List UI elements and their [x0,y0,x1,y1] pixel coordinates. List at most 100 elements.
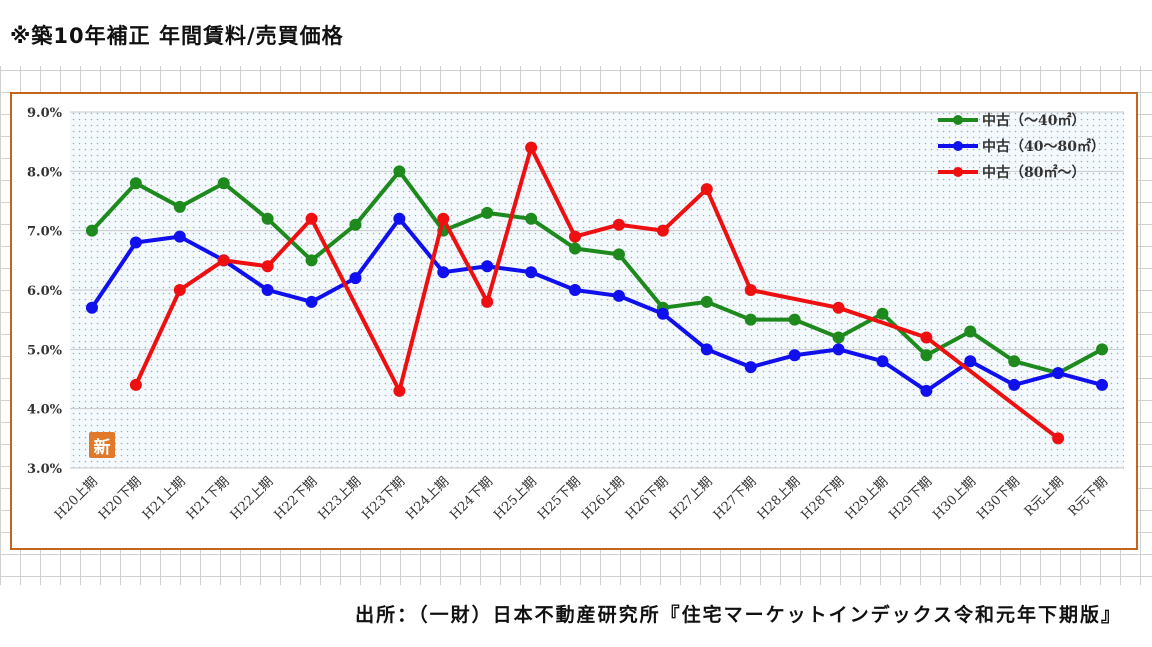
data-point-series-1 [261,284,274,296]
data-point-series-2 [393,384,406,397]
x-tick-label: H28下期 [799,474,848,523]
x-tick-label: H29下期 [886,474,935,523]
y-tick-label: 5.0% [27,343,63,358]
legend-label: 中古（～40㎡） [982,112,1085,129]
data-point-series-1 [129,236,142,249]
x-tick-label: H26上期 [579,474,628,523]
data-point-series-2 [832,301,845,314]
y-tick-label: 7.0% [27,225,63,240]
data-point-series-2 [437,212,450,225]
data-point-series-0 [481,206,494,219]
data-point-series-1 [85,301,98,314]
data-point-series-0 [305,254,318,267]
x-tick-label: H24上期 [403,474,452,523]
data-point-series-1 [612,289,625,302]
data-point-series-0 [129,177,142,190]
series-line-1 [90,216,1103,393]
data-point-series-2 [700,183,713,196]
x-tick-label: H30下期 [974,474,1023,523]
data-point-series-0 [349,218,362,231]
data-point-series-0 [1008,355,1021,368]
data-point-series-1 [964,355,977,368]
data-point-series-1 [920,384,933,397]
data-point-series-0 [964,325,977,338]
data-point-series-2 [920,331,933,344]
data-point-series-2 [525,141,538,154]
data-point-series-1 [1052,367,1065,380]
x-tick-label: H23下期 [359,474,408,523]
data-point-series-1 [1096,378,1109,391]
title-band [0,0,1152,66]
x-tick-label: H29上期 [843,474,892,523]
legend-marker [953,167,963,177]
data-point-series-1 [349,272,362,285]
y-tick-label: 8.0% [27,165,63,180]
data-point-series-1 [1008,378,1021,391]
x-tick-label: H21下期 [184,474,233,523]
data-point-series-0 [1096,343,1109,356]
series-line-0 [90,169,1103,376]
data-point-series-1 [525,266,538,279]
x-tick-label: H20上期 [52,474,101,523]
y-tick-label: 6.0% [27,284,63,299]
data-point-series-1 [832,343,845,356]
y-tick-label: 3.0% [27,462,63,477]
data-point-series-1 [569,284,582,296]
data-point-series-2 [261,260,274,273]
data-point-series-1 [876,355,889,368]
x-tick-label: H25下期 [535,474,584,523]
data-point-series-0 [525,212,538,225]
x-tick-label: H25上期 [491,474,540,523]
data-point-series-1 [788,349,801,362]
legend-marker [953,115,963,125]
data-point-series-1 [656,307,669,320]
data-point-series-2 [744,284,757,296]
source-band [0,585,1152,647]
data-point-series-2 [129,378,142,391]
data-point-series-0 [920,349,933,362]
data-point-series-1 [305,295,318,308]
x-tick-label: H23上期 [316,474,365,523]
page-title: ※築10年補正 年間賃料/売買価格 [10,24,344,48]
data-point-series-2 [481,295,494,308]
data-point-series-1 [437,266,450,279]
data-point-series-0 [744,313,757,326]
data-point-series-0 [612,248,625,261]
x-tick-label: H26下期 [623,474,672,523]
x-tick-label: H22下期 [272,474,321,523]
x-tick-label: H24下期 [447,474,496,523]
x-tick-label: H27上期 [667,474,716,523]
data-point-series-2 [612,218,625,231]
data-point-series-0 [832,331,845,344]
data-point-series-0 [173,200,186,213]
x-tick-label: R元上期 [1022,474,1067,519]
data-point-series-2 [569,230,582,243]
legend-label: 中古（40～80㎡） [982,138,1105,155]
data-point-series-0 [85,224,98,237]
data-point-series-0 [261,212,274,225]
data-point-series-1 [173,230,186,243]
new-badge: 新 [89,432,115,458]
data-point-series-1 [744,361,757,374]
data-point-series-2 [1052,432,1065,445]
data-point-series-1 [393,212,406,225]
data-point-series-1 [700,343,713,356]
data-point-series-2 [656,224,669,237]
data-point-series-0 [788,313,801,326]
x-tick-label: H30上期 [930,474,979,523]
data-point-series-0 [217,177,230,190]
x-tick-label: H27下期 [711,474,760,523]
line-chart: 9.0%8.0%7.0%6.0%5.0%4.0%3.0%H20上期H20下期H2… [27,106,1124,523]
y-tick-label: 9.0% [27,106,63,121]
source-note: 出所：（一財）日本不動産研究所『住宅マーケットインデックス令和元年下期版』 [355,604,1122,626]
x-tick-label: R元下期 [1066,474,1111,519]
chart-frame[interactable]: 9.0% 8.0% 7.0% 6.0% 5.0% 4.0% 3.0% H20上期 H20下期 H2… [10,92,1138,550]
x-tick-label: H22上期 [228,474,277,523]
x-tick-label: H28上期 [755,474,804,523]
x-tick-label: H21上期 [140,474,189,523]
data-point-series-2 [173,284,186,296]
legend-label: 中古（80㎡～） [982,164,1085,181]
data-point-series-2 [217,254,230,267]
x-tick-label: H20下期 [96,474,145,523]
data-point-series-2 [305,212,318,225]
